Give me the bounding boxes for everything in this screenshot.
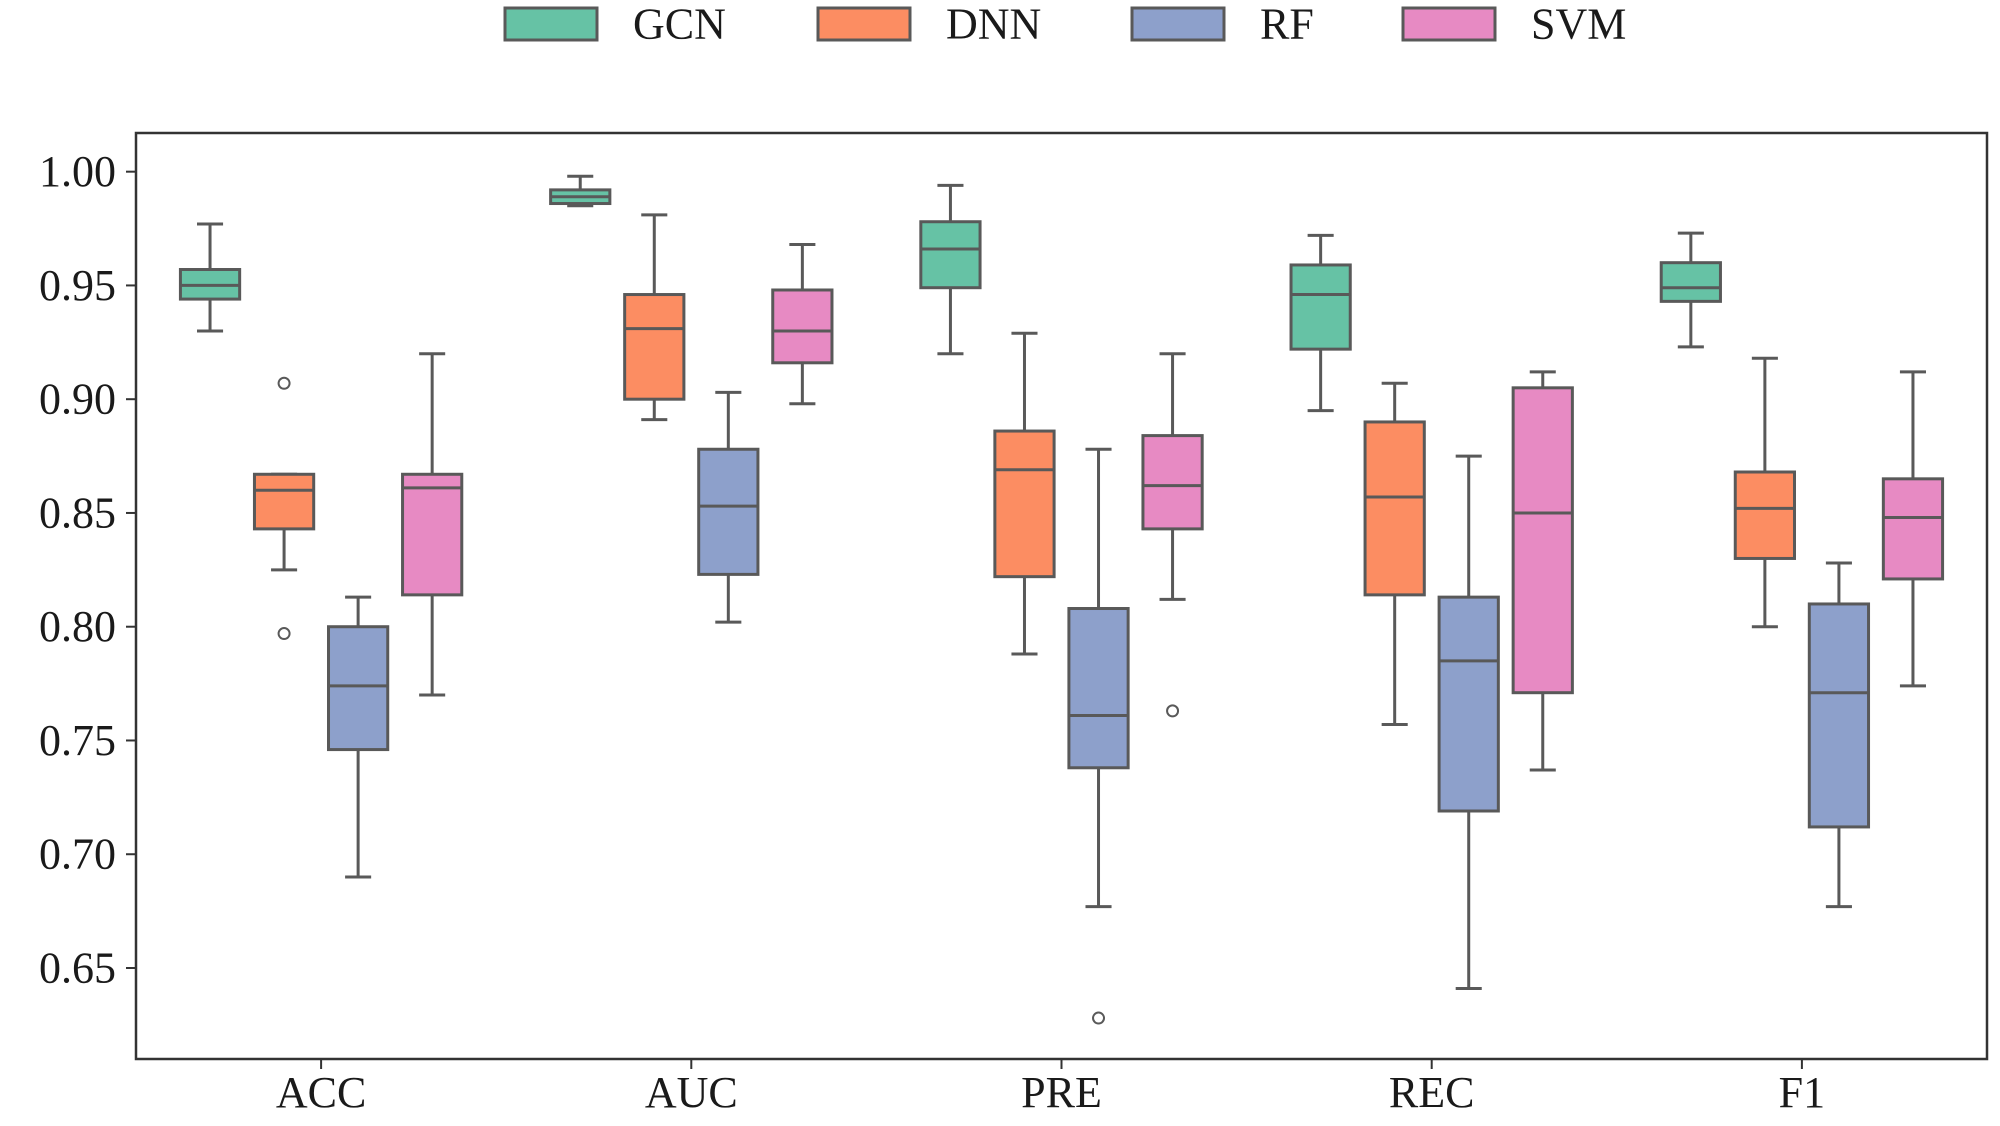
x-axis: ACC AUC PRE REC F1 — [276, 1059, 1825, 1117]
box-body — [1511, 386, 1574, 695]
box-gcn-acc — [178, 222, 242, 333]
box-rf-f1 — [1807, 561, 1871, 909]
box-gcn-rec — [1289, 233, 1352, 413]
legend-swatch — [816, 6, 912, 42]
box-body — [697, 447, 760, 576]
y-tick-label: 0.95 — [39, 261, 116, 310]
box-gcn-f1 — [1659, 231, 1722, 349]
box-groups — [178, 174, 1945, 1025]
box-body — [327, 625, 390, 752]
box-body — [1807, 602, 1871, 829]
box-body — [1363, 420, 1426, 597]
legend-label: DNN — [946, 0, 1041, 49]
box-rf-acc — [327, 595, 390, 879]
legend-swatch — [1130, 6, 1226, 42]
box-body — [993, 429, 1056, 579]
box-dnn-auc — [623, 213, 686, 422]
box-body — [1141, 434, 1204, 531]
box-svm-rec — [1511, 370, 1574, 772]
x-tick-label: REC — [1389, 1068, 1475, 1117]
box-body — [1659, 261, 1722, 303]
x-tick-label: AUC — [645, 1068, 738, 1117]
y-axis: 1.00 0.95 0.90 0.85 0.80 0.75 0.70 0.65 — [39, 147, 136, 992]
box-body — [401, 472, 464, 597]
box-body — [1881, 477, 1945, 581]
box-dnn-f1 — [1733, 356, 1796, 629]
x-tick-label: PRE — [1021, 1068, 1102, 1117]
box-dnn-pre — [993, 331, 1056, 656]
box-gcn-pre — [919, 183, 982, 356]
y-tick-label: 0.85 — [39, 488, 116, 537]
box-rf-auc — [697, 390, 760, 624]
legend-swatch — [1401, 6, 1497, 42]
outlier-point — [1166, 704, 1180, 718]
outlier-point — [1092, 1011, 1106, 1025]
box-body — [1733, 470, 1796, 560]
legend: GCN DNN RF SVM — [503, 0, 1626, 49]
box-rf-pre — [1067, 447, 1130, 1025]
y-tick-label: 0.90 — [39, 375, 116, 424]
box-svm-pre — [1141, 352, 1204, 718]
y-tick-label: 1.00 — [39, 147, 116, 196]
x-tick-label: F1 — [1779, 1068, 1825, 1117]
box-svm-f1 — [1881, 370, 1945, 688]
y-tick-label: 0.65 — [39, 943, 116, 992]
box-body — [1067, 607, 1130, 770]
y-tick-label: 0.80 — [39, 602, 116, 651]
x-tick-label: ACC — [276, 1068, 366, 1117]
legend-label: SVM — [1531, 0, 1626, 49]
box-body — [1437, 595, 1500, 813]
box-rf-rec — [1437, 454, 1500, 990]
legend-item-rf: RF — [1130, 0, 1314, 49]
outlier-point — [277, 376, 291, 390]
legend-item-dnn: DNN — [816, 0, 1041, 49]
box-body — [1289, 263, 1352, 351]
box-gcn-auc — [549, 174, 612, 208]
box-body — [252, 472, 316, 531]
legend-label: RF — [1260, 0, 1314, 49]
box-dnn-acc — [252, 376, 316, 641]
box-body — [623, 293, 686, 401]
box-body — [771, 288, 834, 365]
y-tick-label: 0.70 — [39, 830, 116, 879]
box-dnn-rec — [1363, 381, 1426, 727]
legend-swatch — [503, 6, 599, 42]
box-svm-acc — [401, 352, 464, 697]
legend-label: GCN — [633, 0, 726, 49]
legend-item-svm: SVM — [1401, 0, 1626, 49]
y-tick-label: 0.75 — [39, 716, 116, 765]
box-svm-auc — [771, 242, 834, 406]
legend-item-gcn: GCN — [503, 0, 726, 49]
box-body — [919, 220, 982, 290]
outlier-point — [277, 627, 291, 641]
